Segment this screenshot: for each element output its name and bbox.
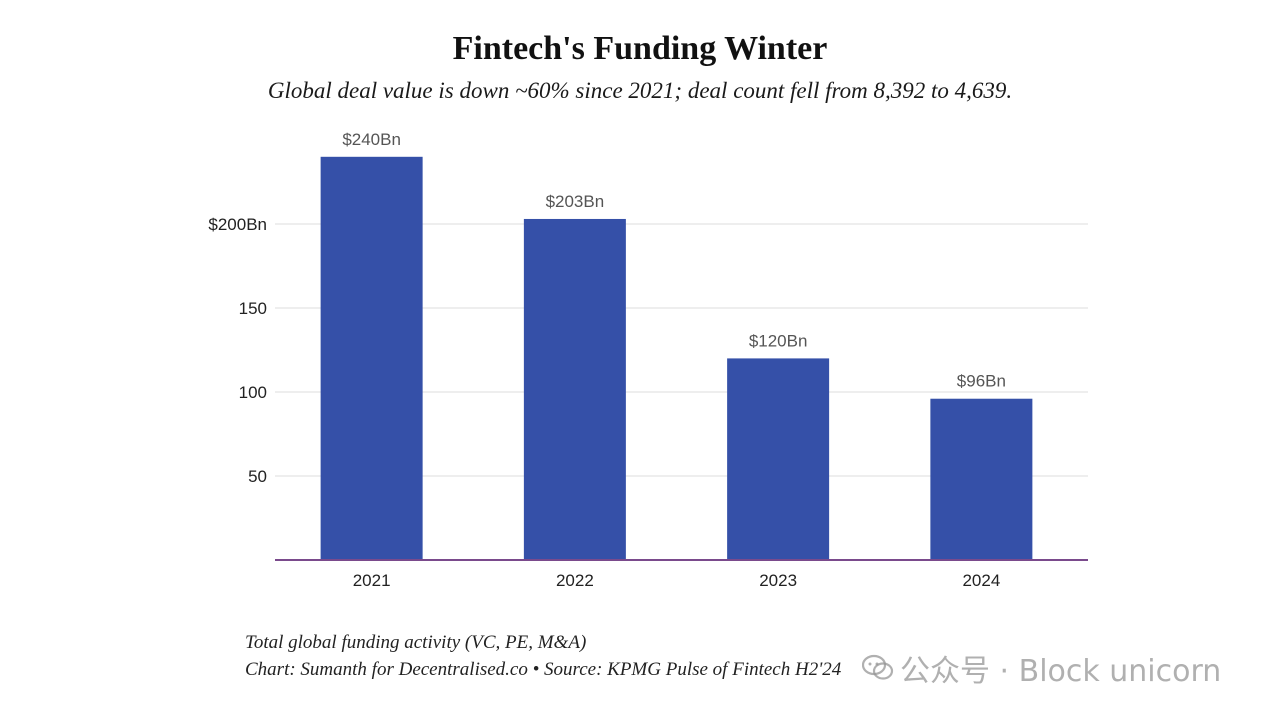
data-label: $203Bn [546,192,605,211]
data-label: $120Bn [749,331,808,350]
bar-2024 [930,398,1033,560]
x-tick-label: 2024 [962,571,1000,590]
chart-subtitle: Global deal value is down ~60% since 202… [267,78,1013,103]
data-label: $96Bn [957,372,1006,391]
footnote-description: Total global funding activity (VC, PE, M… [245,632,587,653]
y-tick-label: 150 [239,299,267,318]
data-label: $240Bn [342,130,401,149]
watermark: 公众号 · Block unicorn [861,646,1222,690]
x-tick-label: 2022 [556,571,594,590]
x-tick-label: 2023 [759,571,797,590]
bar-2021 [320,156,423,561]
y-tick-label: 50 [248,467,267,486]
watermark-text: 公众号 · Block unicorn [900,654,1222,689]
chart-title: Fintech's Funding Winter [452,30,828,67]
y-tick-label: $200Bn [208,215,267,234]
chat-bubble-icon [861,654,894,682]
bar-2023 [727,358,830,560]
x-tick-label: 2021 [353,571,391,590]
footnote-source: Chart: Sumanth for Decentralised.co • So… [245,659,842,680]
y-tick-label: 100 [239,383,267,402]
bar-2022 [523,218,626,560]
